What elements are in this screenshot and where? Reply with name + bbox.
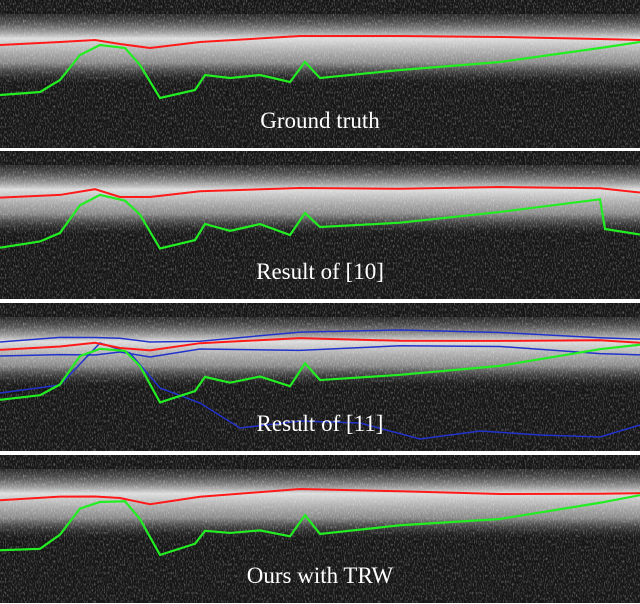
panel: Ours with TRW	[0, 455, 640, 603]
panel: Ground truth	[0, 0, 640, 148]
red-line	[0, 185, 640, 199]
red-line	[0, 35, 640, 50]
red-line	[0, 337, 640, 352]
texture	[0, 303, 640, 451]
caption: Ground truth	[260, 108, 380, 133]
red-line	[0, 488, 640, 506]
texture	[0, 151, 640, 299]
panel: Result of [10]	[0, 151, 640, 299]
green-line	[0, 343, 640, 404]
caption: Ours with TRW	[247, 563, 394, 588]
blue-line	[0, 329, 640, 343]
green-line	[0, 40, 640, 100]
green-line	[0, 193, 640, 250]
texture	[0, 0, 640, 148]
caption: Result of [10]	[256, 259, 384, 284]
panel: Result of [11]	[0, 303, 640, 451]
texture	[0, 455, 640, 603]
green-line	[0, 494, 640, 557]
caption: Result of [11]	[257, 411, 384, 436]
